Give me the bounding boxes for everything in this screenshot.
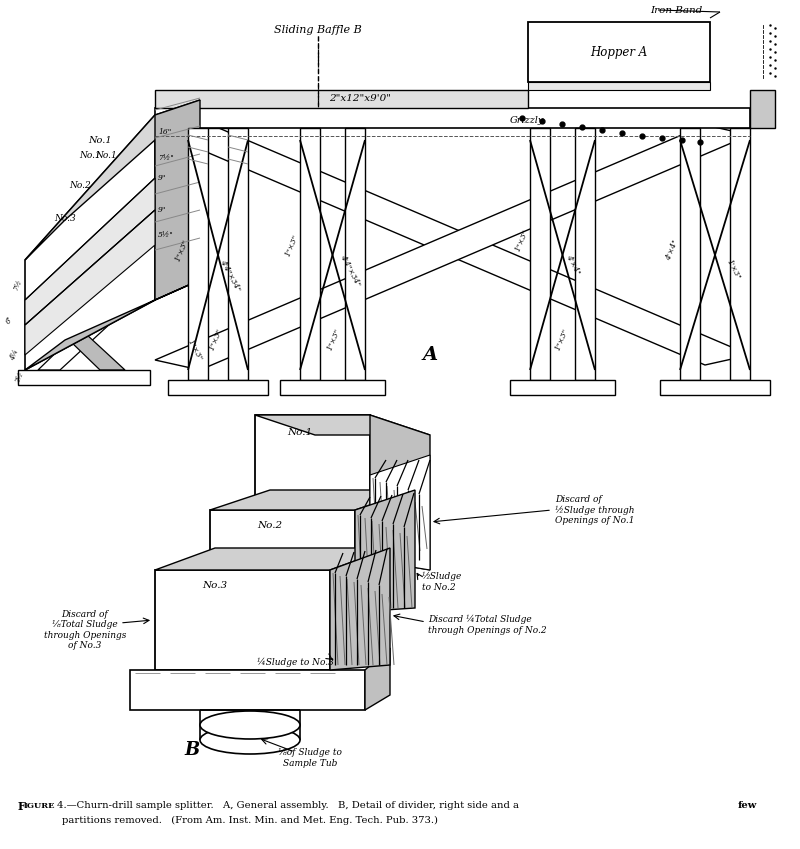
Text: 1"×3": 1"×3" [208,327,224,351]
Polygon shape [38,310,125,370]
Polygon shape [25,178,155,325]
Text: A: A [422,346,438,364]
Text: 1"×3": 1"×3" [514,228,530,253]
Text: No.2: No.2 [69,181,91,189]
Text: partitions removed.   (From Am. Inst. Min. and Met. Eng. Tech. Pub. 373.): partitions removed. (From Am. Inst. Min.… [62,815,438,824]
Text: 9": 9" [158,174,166,182]
Text: No.1: No.1 [79,150,101,160]
Text: 4'×4": 4'×4" [664,239,680,261]
Text: Discard ¼Total Sludge
through Openings of No.2: Discard ¼Total Sludge through Openings o… [428,616,546,635]
Text: ½Sludge
to No.2: ½Sludge to No.2 [422,572,462,592]
Ellipse shape [200,711,300,739]
Polygon shape [530,128,550,380]
Text: ¼Sludge to No.3: ¼Sludge to No.3 [257,657,334,666]
Polygon shape [255,415,430,435]
Text: No.2: No.2 [258,520,282,530]
Polygon shape [210,490,415,510]
Text: 1"×3": 1"×3" [186,338,203,362]
Polygon shape [25,280,200,370]
Polygon shape [370,415,430,570]
Polygon shape [38,310,125,370]
Text: No.1: No.1 [287,428,313,436]
Text: 7½": 7½" [158,154,174,162]
Polygon shape [330,548,390,670]
Text: 7½: 7½ [12,278,24,292]
Polygon shape [210,510,355,612]
Ellipse shape [200,726,300,754]
Text: 1"×3": 1"×3" [174,239,190,263]
Polygon shape [255,415,370,560]
Text: 4'4"×34": 4'4"×34" [338,253,362,288]
Text: 1"×3": 1"×3" [554,327,570,351]
Polygon shape [345,128,365,380]
Text: 6": 6" [5,315,15,325]
Polygon shape [280,380,385,395]
Text: Grizzly: Grizzly [510,115,544,125]
Text: Sliding Baffle B: Sliding Baffle B [274,25,362,35]
Polygon shape [155,548,390,570]
Text: 9": 9" [158,206,166,214]
Polygon shape [680,128,700,380]
Polygon shape [25,100,200,260]
Text: B: B [184,741,200,759]
Polygon shape [155,125,750,370]
Polygon shape [355,490,415,612]
Polygon shape [168,380,268,395]
Text: No.1: No.1 [88,136,112,144]
Text: No.1: No.1 [95,150,117,160]
Polygon shape [730,128,750,380]
Text: F: F [18,801,26,812]
Text: 1"×3": 1"×3" [284,233,300,258]
Polygon shape [25,115,155,370]
Text: 2"x12"x9'0": 2"x12"x9'0" [329,93,391,103]
Polygon shape [528,82,710,90]
Polygon shape [575,128,595,380]
Text: Hopper A: Hopper A [590,46,648,59]
Text: 4¼: 4¼ [9,348,21,362]
Polygon shape [155,570,330,670]
Polygon shape [155,108,750,128]
Text: 5½": 5½" [158,231,174,239]
Polygon shape [155,90,528,108]
Polygon shape [130,670,365,710]
Polygon shape [228,128,248,380]
Polygon shape [370,455,430,570]
Text: IGURE: IGURE [24,802,55,810]
Text: 4.—Churn-drill sample splitter.   A, General assembly.   B, Detail of divider, r: 4.—Churn-drill sample splitter. A, Gener… [57,801,522,811]
Polygon shape [300,128,320,380]
Text: few: few [738,801,758,811]
Text: Discard of
½Sludge through
Openings of No.1: Discard of ½Sludge through Openings of N… [555,495,634,525]
Polygon shape [365,648,390,710]
Text: 4'4"×34": 4'4"×34" [218,258,242,293]
Polygon shape [155,120,750,365]
Polygon shape [188,128,208,380]
Text: 16": 16" [158,128,171,136]
Text: ⅛of Sludge to
Sample Tub: ⅛of Sludge to Sample Tub [278,748,342,767]
Text: Discard of
⅛Total Sludge
through Openings
of No.3: Discard of ⅛Total Sludge through Opening… [44,610,126,650]
Text: 2½: 2½ [14,371,26,385]
Polygon shape [750,90,775,128]
Polygon shape [510,380,615,395]
Text: No.3: No.3 [54,213,76,222]
Polygon shape [660,380,770,395]
Polygon shape [155,100,200,300]
Polygon shape [528,22,710,82]
Text: Iron Band: Iron Band [650,5,702,14]
Text: 4'×4": 4'×4" [565,253,582,276]
Polygon shape [25,210,155,355]
Polygon shape [18,370,150,385]
Text: 1'×3": 1'×3" [725,258,742,281]
Text: No.3: No.3 [202,581,227,589]
Text: 1"×3": 1"×3" [326,327,342,351]
